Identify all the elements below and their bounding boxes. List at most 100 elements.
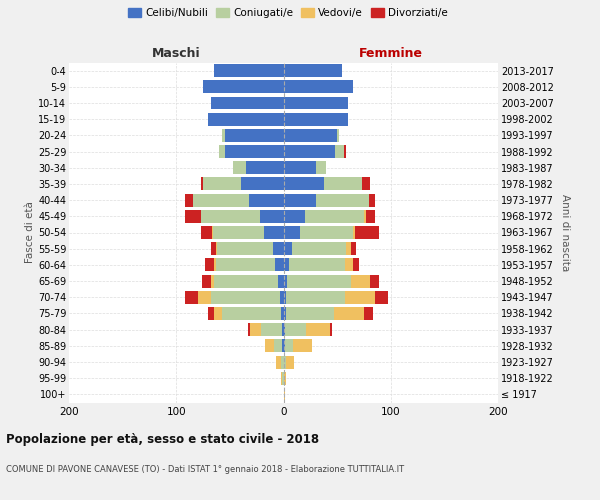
Bar xyxy=(284,80,353,94)
Text: Maschi: Maschi xyxy=(152,47,200,60)
Bar xyxy=(203,80,284,94)
Bar xyxy=(261,323,283,336)
Bar xyxy=(284,129,337,142)
Text: COMUNE DI PAVONE CANAVESE (TO) - Dati ISTAT 1° gennaio 2018 - Elaborazione TUTTI: COMUNE DI PAVONE CANAVESE (TO) - Dati IS… xyxy=(6,466,404,474)
Bar xyxy=(286,307,334,320)
Bar xyxy=(185,210,201,223)
Bar xyxy=(374,291,388,304)
Bar xyxy=(214,258,216,272)
Bar xyxy=(316,162,326,174)
Bar xyxy=(329,323,332,336)
Bar xyxy=(212,226,213,239)
Bar xyxy=(260,210,284,223)
Bar xyxy=(289,258,344,272)
Text: Femmine: Femmine xyxy=(359,47,423,60)
Bar xyxy=(223,307,281,320)
Bar xyxy=(264,226,284,239)
Bar xyxy=(364,307,373,320)
Bar xyxy=(324,178,362,190)
Bar xyxy=(284,274,287,287)
Bar xyxy=(284,226,299,239)
Bar xyxy=(353,258,359,272)
Bar xyxy=(284,64,343,77)
Bar xyxy=(355,226,379,239)
Bar xyxy=(286,291,344,304)
Bar xyxy=(346,242,351,255)
Bar xyxy=(223,129,224,142)
Bar xyxy=(273,242,284,255)
Bar xyxy=(351,274,370,287)
Bar xyxy=(224,145,284,158)
Bar xyxy=(193,194,249,206)
Legend: Celibi/Nubili, Coniugati/e, Vedovi/e, Divorziati/e: Celibi/Nubili, Coniugati/e, Vedovi/e, Di… xyxy=(128,8,448,18)
Bar xyxy=(217,242,273,255)
Bar xyxy=(201,210,260,223)
Bar xyxy=(344,145,346,158)
Bar xyxy=(205,258,214,272)
Bar xyxy=(284,340,293,352)
Text: Popolazione per età, sesso e stato civile - 2018: Popolazione per età, sesso e stato civil… xyxy=(6,432,319,446)
Bar xyxy=(276,356,281,368)
Bar xyxy=(248,323,250,336)
Bar xyxy=(305,210,364,223)
Bar xyxy=(249,194,284,206)
Bar xyxy=(250,323,261,336)
Y-axis label: Anni di nascita: Anni di nascita xyxy=(560,194,571,271)
Bar xyxy=(284,323,306,336)
Bar xyxy=(281,372,283,384)
Bar xyxy=(203,178,241,190)
Bar xyxy=(208,112,284,126)
Bar xyxy=(216,242,217,255)
Bar xyxy=(284,112,348,126)
Bar xyxy=(241,178,284,190)
Bar xyxy=(208,307,214,320)
Bar xyxy=(214,274,278,287)
Bar xyxy=(284,178,324,190)
Bar xyxy=(265,340,274,352)
Bar xyxy=(284,258,289,272)
Bar xyxy=(283,372,284,384)
Bar xyxy=(335,145,344,158)
Bar xyxy=(214,307,223,320)
Bar xyxy=(211,274,214,287)
Bar xyxy=(284,372,286,384)
Bar xyxy=(370,194,374,206)
Bar xyxy=(351,242,356,255)
Bar xyxy=(316,194,370,206)
Y-axis label: Fasce di età: Fasce di età xyxy=(25,202,35,264)
Bar xyxy=(201,178,203,190)
Bar xyxy=(201,226,212,239)
Bar xyxy=(370,274,379,287)
Bar xyxy=(284,291,286,304)
Bar xyxy=(211,96,284,110)
Bar xyxy=(185,291,198,304)
Bar xyxy=(281,356,284,368)
Bar xyxy=(284,307,286,320)
Bar xyxy=(274,340,283,352)
Bar xyxy=(286,356,294,368)
Bar xyxy=(292,242,346,255)
Bar xyxy=(293,340,313,352)
Bar xyxy=(213,226,264,239)
Bar xyxy=(306,323,329,336)
Bar xyxy=(366,210,374,223)
Bar xyxy=(246,162,284,174)
Bar xyxy=(283,340,284,352)
Bar xyxy=(284,96,348,110)
Bar xyxy=(284,242,292,255)
Bar xyxy=(278,274,284,287)
Bar xyxy=(202,274,211,287)
Bar xyxy=(362,178,370,190)
Bar xyxy=(334,307,364,320)
Bar xyxy=(364,210,366,223)
Bar xyxy=(211,242,216,255)
Bar xyxy=(275,258,284,272)
Bar xyxy=(337,129,339,142)
Bar xyxy=(353,226,355,239)
Bar xyxy=(185,194,193,206)
Bar xyxy=(287,274,351,287)
Bar xyxy=(280,291,284,304)
Bar xyxy=(284,162,316,174)
Bar xyxy=(284,210,305,223)
Bar xyxy=(283,323,284,336)
